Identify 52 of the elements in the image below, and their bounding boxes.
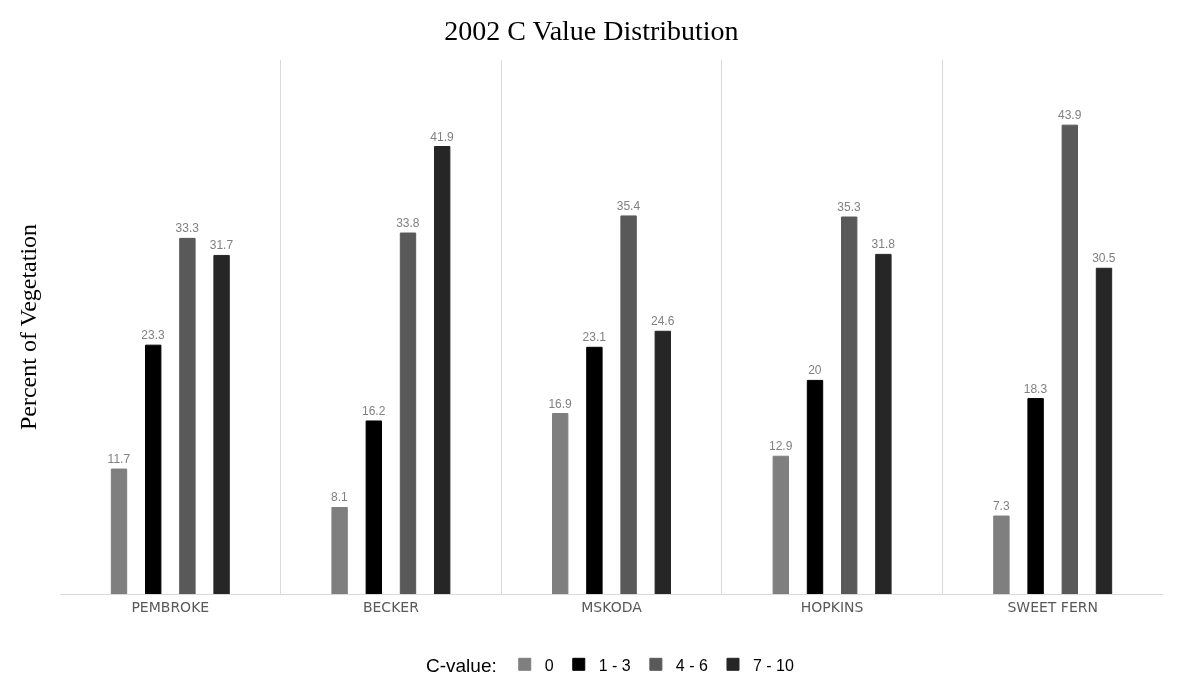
bar <box>772 455 789 594</box>
bar <box>331 506 348 594</box>
bar <box>841 216 858 594</box>
bar <box>993 515 1010 594</box>
bar <box>399 232 417 594</box>
data-label: 24.6 <box>650 314 675 329</box>
data-label: 41.9 <box>430 129 455 144</box>
legend-label: 4 - 6 <box>675 656 708 674</box>
bar <box>213 254 230 594</box>
data-label: 23.1 <box>582 330 607 345</box>
data-label: 12.9 <box>768 439 793 454</box>
bar <box>552 413 569 594</box>
data-label: 33.8 <box>396 216 420 231</box>
legend-title: C-value: <box>426 655 497 677</box>
x-tick-label: MSKODA <box>581 598 643 615</box>
data-label: 43.9 <box>1057 108 1082 123</box>
data-label: 23.3 <box>141 328 166 343</box>
bar <box>365 420 382 594</box>
bar <box>654 330 671 594</box>
x-tick-label: PEMBROKE <box>131 598 210 615</box>
data-label: 16.2 <box>361 403 386 418</box>
y-axis-title: Percent of Vegetation <box>15 223 42 431</box>
data-label: 20 <box>808 363 822 378</box>
bar <box>586 346 603 594</box>
bar <box>179 237 196 594</box>
data-label: 11.7 <box>107 452 131 467</box>
data-label: 33.3 <box>175 221 200 236</box>
bar <box>1061 124 1078 594</box>
bar <box>806 379 824 594</box>
x-tick-label: BECKER <box>362 598 420 615</box>
bar <box>110 468 128 594</box>
bar <box>875 253 892 594</box>
data-label: 7.3 <box>992 499 1010 514</box>
data-label: 31.7 <box>209 238 234 253</box>
data-label: 31.8 <box>871 237 896 252</box>
data-label: 30.5 <box>1092 251 1116 266</box>
x-tick-label: SWEET FERN <box>1007 598 1098 615</box>
legend-label: 1 - 3 <box>598 656 631 674</box>
data-label: 16.9 <box>548 396 573 411</box>
x-tick-label: HOPKINS <box>800 598 864 615</box>
bar <box>1027 398 1044 594</box>
bar <box>145 344 162 594</box>
bar <box>434 146 451 594</box>
legend-label: 0 <box>544 656 554 674</box>
bar <box>1095 267 1113 594</box>
data-label: 8.1 <box>331 490 349 505</box>
data-label: 35.3 <box>837 200 862 214</box>
bar <box>620 215 637 594</box>
chart-title: 2002 C Value Distribution <box>444 15 739 47</box>
data-label: 18.3 <box>1023 381 1048 396</box>
data-label: 35.4 <box>616 198 641 213</box>
legend-label: 7 - 10 <box>752 656 794 674</box>
